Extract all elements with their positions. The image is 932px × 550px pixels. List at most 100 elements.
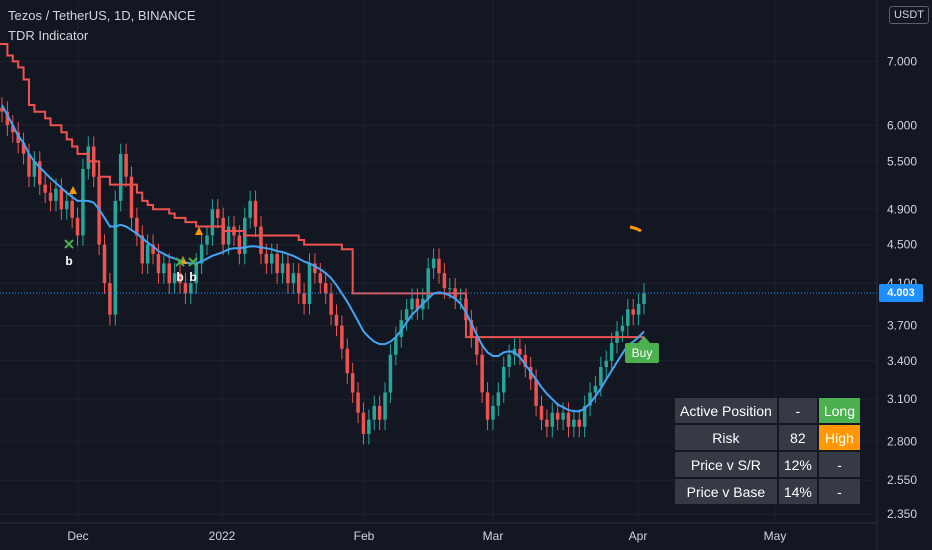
candle-body [237,235,242,254]
signal-x-icon [64,239,74,249]
candle-body [323,283,328,294]
candle-body [194,263,198,284]
price-tick-label: 2.800 [887,434,917,448]
candle-body [313,263,317,274]
row-label: Active Position [675,398,777,423]
base-line [1,104,645,413]
candle-body [64,200,69,210]
signal-triangle-icon [195,227,203,235]
candle-body [431,258,436,269]
candle-body [38,161,42,185]
candle-body [507,354,511,367]
candle-body [102,244,107,284]
candle-body [620,325,625,332]
price-tick-label: 2.550 [887,473,917,487]
candle-body [350,373,355,393]
candle-body [21,142,26,154]
candle-body [81,168,85,236]
table-row: Price v Base 14% - [675,479,861,504]
candle-body [59,188,64,210]
signal-letter: b [176,270,183,284]
candle-body [135,217,139,236]
indicator-name[interactable]: TDR Indicator [8,28,89,43]
candle-body [566,412,571,427]
chart-legend: Tezos / TetherUS, 1D, BINANCE TDR Indica… [8,8,196,43]
row-value: - [778,398,817,423]
candle-body [0,107,4,112]
candle-body [70,200,74,218]
signal-x-icon [188,257,198,267]
candle-body [604,360,608,367]
signal-markers: bb b [64,186,203,284]
candle-body [124,153,128,177]
symbol-title[interactable]: Tezos / TetherUS, 1D, BINANCE [8,8,196,23]
candle-body [113,200,118,315]
row-status: - [818,452,861,477]
price-tick-label: 4.900 [887,202,917,216]
candle-body [367,419,371,434]
candle-body [555,412,560,420]
time-tick-label: Dec [67,529,88,543]
signal-x-icon [175,257,185,267]
candle-body [27,153,31,177]
candle-body [345,348,350,374]
row-label: Risk [675,425,777,450]
candle-body [636,303,641,315]
row-value: 14% [778,479,817,504]
candle-body [216,209,220,218]
candle-body [496,392,501,406]
candle-body [404,309,409,321]
candle-body [388,354,393,393]
candle-body [383,392,387,420]
time-tick-label: Apr [629,529,648,543]
time-axis[interactable]: Dec 2022 Feb Mar Apr May [67,529,786,543]
candle-body [75,217,80,236]
candle-body [377,405,382,420]
candle-body [523,354,528,367]
candle-body [210,209,215,236]
currency-button[interactable]: USDT [889,6,929,24]
candle-body [302,293,306,304]
candle-body [248,200,252,218]
candle-body [394,337,398,355]
candle-body [11,125,15,133]
candle-body [54,188,58,201]
candle-body [518,348,522,355]
candle-body [259,226,263,254]
candle-body [561,412,565,420]
candle-body [588,392,592,406]
candle-body [593,385,598,393]
price-tick-label: 3.100 [887,392,917,406]
candle-body [172,273,177,284]
candle-body [572,419,576,427]
candle-body [145,244,150,264]
candle-body [458,298,463,300]
candle-body [205,235,209,245]
candle-body [410,298,414,310]
candle-body [162,263,166,274]
status-table: Active Position - Long Risk 82 High Pric… [673,396,862,506]
candle-body [5,111,10,126]
price-tick-label: 7.000 [887,54,917,68]
candle-body [286,263,290,284]
candle-body [475,337,479,355]
candle-body [480,354,484,393]
candle-body [189,283,193,294]
candle-body [599,366,603,386]
table-row: Risk 82 High [675,425,861,450]
candle-body [356,392,360,413]
orange-arc-marker [629,225,642,233]
position-long-cell: Long [818,398,861,423]
buy-arrow-icon [638,336,650,344]
candle-body [577,419,582,427]
price-tick-label: 3.400 [887,354,917,368]
candle-body [329,293,333,315]
candle-body [334,314,339,326]
candle-body [118,153,123,201]
signal-letter: b [189,270,196,284]
candle-body [631,309,635,315]
time-tick-label: May [764,529,787,543]
candle-body [361,412,366,434]
candle-body [491,405,495,420]
